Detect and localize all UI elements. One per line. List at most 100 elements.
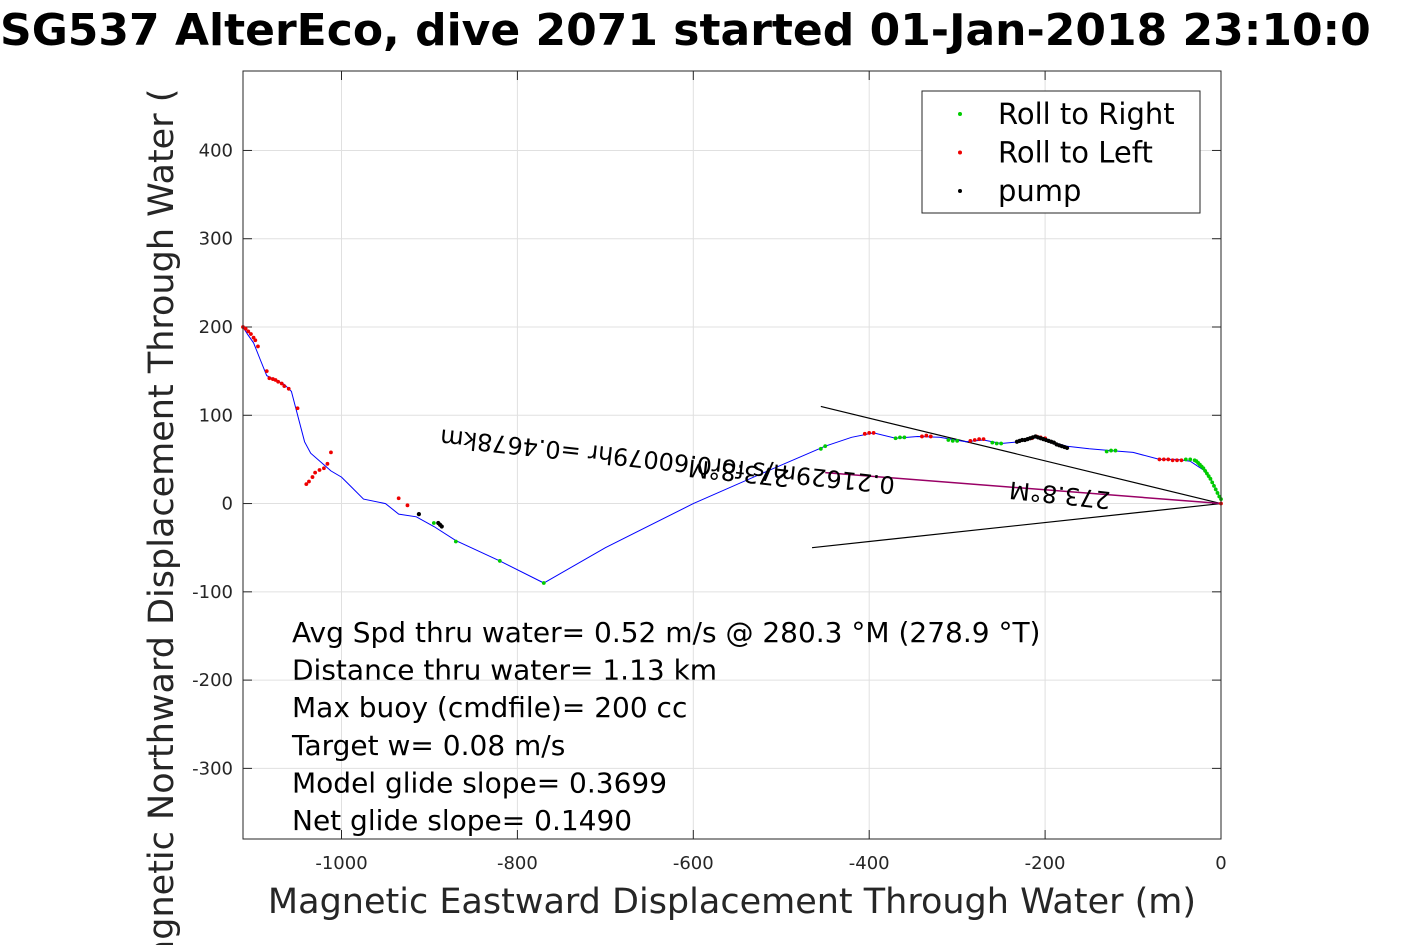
roll-right-point	[1213, 487, 1218, 492]
roll-left-point	[322, 466, 326, 471]
stats-line: Target w= 0.08 m/s	[291, 729, 565, 762]
current-wedge-upper	[820, 405, 1222, 505]
roll-left-point	[307, 479, 311, 484]
roll-left-point	[928, 434, 933, 439]
x-tick-label: -600	[673, 853, 714, 874]
roll-left-point	[1166, 457, 1171, 462]
roll-right-point	[1192, 458, 1197, 463]
stats-line: Model glide slope= 0.3699	[292, 766, 667, 799]
roll-left-point	[246, 329, 251, 334]
roll-left-point	[1179, 458, 1184, 463]
roll-right-point	[497, 559, 502, 563]
roll-left-point	[1157, 457, 1162, 462]
roll-right-point	[1212, 483, 1216, 488]
x-tick-label: -1000	[315, 853, 367, 874]
y-tick-label: 0	[222, 494, 233, 515]
roll-right-point	[1113, 448, 1118, 453]
roll-left-point	[286, 386, 291, 391]
roll-left-point	[867, 431, 872, 435]
x-tick-label: -800	[497, 853, 538, 874]
y-tick-label: 100	[199, 405, 233, 426]
roll-right-point	[1183, 457, 1188, 462]
y-tick-label: 200	[199, 317, 233, 338]
x-axis-label: Magnetic Eastward Displacement Through W…	[268, 882, 1196, 922]
legend-label: Roll to Right	[998, 97, 1175, 131]
y-axis-label: Magnetic Northward Displacement Through …	[142, 89, 182, 945]
stats-line: Max buoy (cmdfile)= 200 cc	[292, 691, 687, 724]
roll-right-point	[823, 444, 828, 449]
pump-point	[1014, 439, 1020, 444]
roll-left-point	[313, 470, 318, 475]
roll-left-point	[329, 450, 333, 455]
roll-right-point	[999, 441, 1004, 446]
roll-left-point	[977, 437, 982, 442]
roll-left-point	[249, 332, 253, 336]
y-tick-label: -300	[192, 758, 233, 779]
roll-left-point	[310, 475, 315, 479]
roll-left-point	[1170, 458, 1175, 463]
x-tick-label: -400	[849, 853, 890, 874]
roll-left-point	[968, 438, 973, 443]
roll-right-point	[902, 435, 907, 440]
legend-marker	[958, 150, 962, 155]
tick-labels: -1000 -800 -600 -400 -200 0-300-200-100010020…	[192, 71, 1227, 874]
chart-title: SG537 AlterEco, dive 2071 started 01-Jan…	[0, 5, 1371, 56]
roll-left-point	[981, 437, 986, 442]
roll-left-point	[271, 377, 275, 381]
roll-right-point	[1215, 491, 1220, 495]
roll-left-point	[405, 503, 410, 508]
pump-point	[416, 512, 421, 517]
legend: Roll to Right Roll to Left pump	[921, 90, 1201, 214]
legend-label: pump	[998, 174, 1081, 208]
roll-left-point	[1161, 457, 1166, 462]
roll-right-point	[431, 521, 436, 525]
y-tick-label: -100	[192, 582, 233, 603]
roll-right-point	[1188, 457, 1193, 462]
plot-frame	[242, 70, 1222, 840]
y-tick-label: 300	[199, 229, 233, 250]
roll-left-point	[295, 406, 300, 411]
roll-left-point	[924, 433, 929, 438]
roll-right-point	[1217, 494, 1222, 499]
roll-left-point	[862, 431, 867, 436]
current-wedge-lower	[811, 502, 1222, 549]
depth-avg-current-line	[825, 471, 1222, 505]
roll-right-point	[898, 435, 902, 440]
roll-right-point	[453, 539, 458, 544]
roll-right-point	[1104, 449, 1109, 454]
roll-left-point	[325, 461, 330, 466]
legend-marker	[958, 112, 962, 116]
roll-left-point	[267, 376, 272, 381]
roll-right-point	[990, 440, 995, 445]
roll-right-point	[950, 438, 955, 443]
x-tick-label: -200	[1025, 853, 1066, 874]
roll-right-point	[994, 441, 999, 446]
roll-right-point	[1210, 480, 1215, 485]
stats-block: Avg Spd thru water= 0.52 m/s @ 280.3 °M …	[291, 616, 1040, 837]
legend-label: Roll to Left	[998, 136, 1153, 170]
roll-right-point	[541, 581, 546, 585]
stats-line: Net glide slope= 0.1490	[292, 804, 632, 837]
roll-right-point	[1109, 448, 1113, 453]
roll-left-point	[282, 384, 287, 389]
roll-left-point	[279, 381, 284, 386]
x-tick-label: 0	[1215, 853, 1226, 874]
roll-left-point	[871, 431, 876, 435]
pump-point	[439, 524, 444, 529]
legend-marker	[958, 189, 962, 193]
stats-line: Avg Spd thru water= 0.52 m/s @ 280.3 °M …	[292, 616, 1040, 649]
roll-left-point	[256, 344, 260, 349]
roll-right-point	[955, 438, 960, 443]
roll-left-point	[1175, 458, 1179, 463]
roll-left-point	[396, 496, 401, 501]
roll-left-point	[304, 482, 309, 487]
roll-right-point	[946, 438, 951, 442]
current-lines	[811, 405, 1222, 549]
legend-box	[921, 90, 1201, 214]
roll-left-point	[972, 438, 977, 442]
roll-left-point	[264, 369, 269, 374]
roll-right-point	[893, 436, 898, 441]
roll-right-point	[818, 446, 823, 451]
roll-left-point	[317, 468, 322, 472]
